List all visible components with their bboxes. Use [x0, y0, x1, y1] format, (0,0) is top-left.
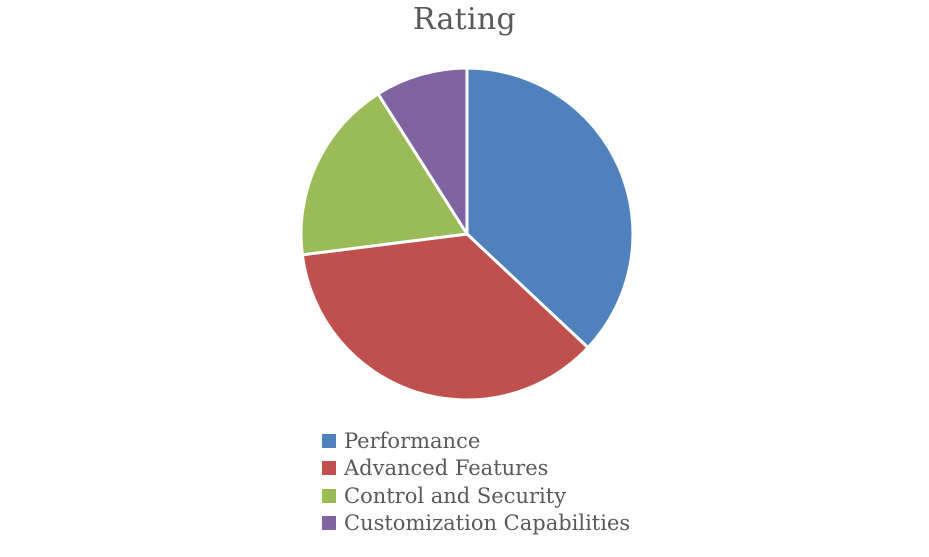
legend-label-advanced-features: Advanced Features [344, 456, 549, 481]
legend-label-performance: Performance [344, 428, 481, 453]
legend-label-control-and-security: Control and Security [344, 483, 567, 508]
legend-swatch-performance [322, 433, 336, 448]
pie-slice-control-and-security [299, 92, 469, 257]
pie-slice-advanced-features [300, 232, 590, 402]
chart-title: Rating [412, 2, 517, 37]
legend: Performance Advanced Features Control an… [322, 427, 630, 537]
legend-item-performance: Performance [322, 427, 630, 455]
legend-item-control-and-security: Control and Security [322, 482, 630, 510]
legend-item-advanced-features: Advanced Features [322, 455, 630, 483]
pie-slice-performance [465, 66, 635, 350]
legend-swatch-control-and-security [322, 488, 336, 503]
legend-swatch-customization-capabilities [322, 516, 336, 531]
legend-swatch-advanced-features [322, 461, 336, 476]
legend-item-customization-capabilities: Customization Capabilities [322, 510, 630, 538]
pie-slice-customization-capabilities [376, 66, 469, 236]
legend-label-customization-capabilities: Customization Capabilities [344, 511, 631, 536]
